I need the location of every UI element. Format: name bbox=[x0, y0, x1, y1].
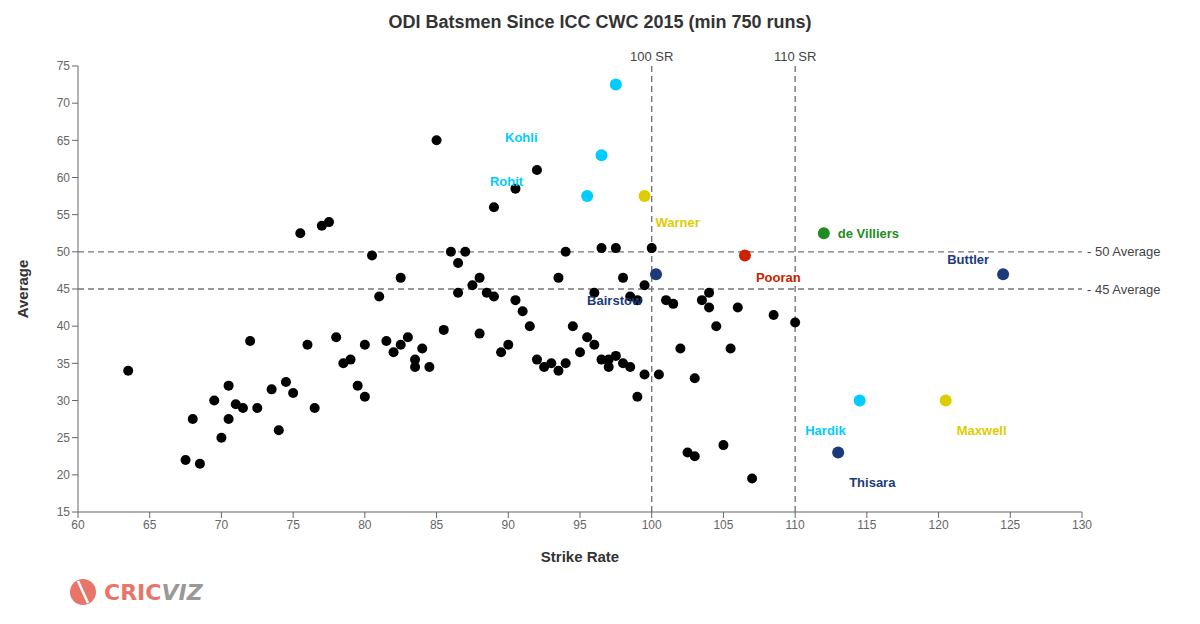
svg-text:Pooran: Pooran bbox=[756, 270, 801, 285]
svg-text:80: 80 bbox=[358, 518, 372, 532]
svg-text:130: 130 bbox=[1072, 518, 1092, 532]
svg-text:50: 50 bbox=[57, 245, 71, 259]
svg-text:45: 45 bbox=[57, 282, 71, 296]
svg-text:Thisara: Thisara bbox=[849, 475, 896, 490]
svg-text:40: 40 bbox=[57, 319, 71, 333]
svg-text:75: 75 bbox=[286, 518, 300, 532]
svg-text:Hardik: Hardik bbox=[805, 423, 846, 438]
svg-text:15: 15 bbox=[57, 505, 71, 519]
svg-text:100: 100 bbox=[642, 518, 662, 532]
svg-text:Kohli: Kohli bbox=[505, 130, 538, 145]
svg-text:120: 120 bbox=[929, 518, 949, 532]
svg-text:90: 90 bbox=[502, 518, 516, 532]
svg-text:60: 60 bbox=[57, 171, 71, 185]
svg-text:35: 35 bbox=[57, 357, 71, 371]
svg-text:Bairstow: Bairstow bbox=[587, 293, 643, 308]
svg-text:Maxwell: Maxwell bbox=[957, 423, 1007, 438]
svg-text:de Villiers: de Villiers bbox=[838, 226, 899, 241]
svg-text:75: 75 bbox=[57, 59, 71, 73]
svg-text:- 45 Average: - 45 Average bbox=[1087, 282, 1160, 297]
svg-text:60: 60 bbox=[71, 518, 85, 532]
svg-text:70: 70 bbox=[215, 518, 229, 532]
svg-text:110: 110 bbox=[786, 518, 805, 532]
html-text:CRIC VIZ: CRIC VIZ bbox=[104, 579, 203, 605]
svg-text:55: 55 bbox=[57, 208, 71, 222]
svg-text:65: 65 bbox=[143, 518, 157, 532]
svg-text:20: 20 bbox=[57, 468, 71, 482]
svg-text:125: 125 bbox=[1000, 518, 1020, 532]
svg-text:Average: Average bbox=[14, 260, 31, 319]
svg-text:Warner: Warner bbox=[656, 215, 700, 230]
svg-text:105: 105 bbox=[713, 518, 733, 532]
svg-text:70: 70 bbox=[57, 96, 71, 110]
svg-text:65: 65 bbox=[57, 134, 71, 148]
svg-text:30: 30 bbox=[57, 394, 71, 408]
svg-text:85: 85 bbox=[430, 518, 444, 532]
svg-text:110 SR: 110 SR bbox=[774, 49, 816, 64]
svg-text:25: 25 bbox=[57, 431, 71, 445]
svg-text:95: 95 bbox=[573, 518, 587, 532]
svg-text:Rohit: Rohit bbox=[490, 174, 524, 189]
svg-text:- 50 Average: - 50 Average bbox=[1087, 244, 1160, 259]
svg-text:Buttler: Buttler bbox=[947, 252, 989, 267]
svg-text:Strike Rate: Strike Rate bbox=[541, 548, 619, 565]
svg-text:100 SR: 100 SR bbox=[630, 49, 673, 64]
html-text:ODI Batsmen Since ICC CWC 2015: ODI Batsmen Since ICC CWC 2015 (min 750 … bbox=[388, 12, 812, 32]
svg-text:115: 115 bbox=[857, 518, 876, 532]
